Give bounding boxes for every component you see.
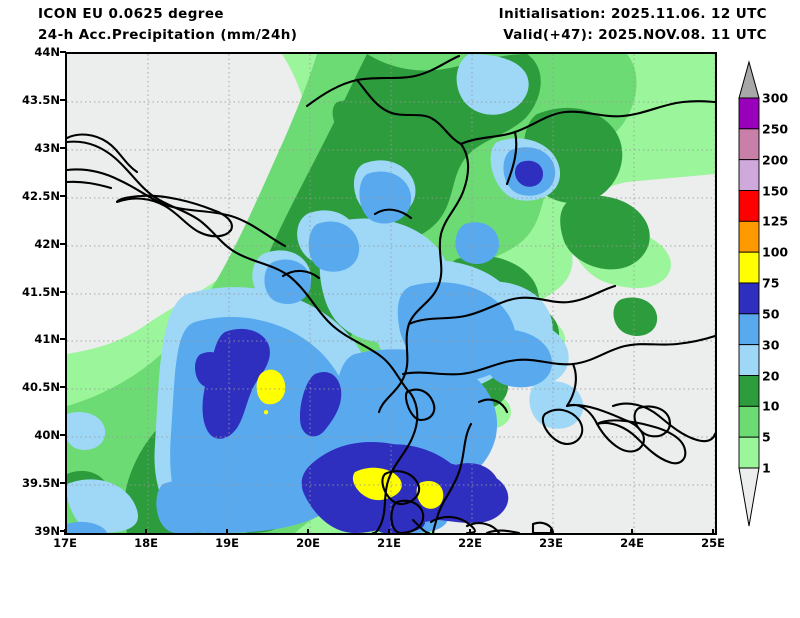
longitude-tick-label: 22E bbox=[458, 536, 482, 550]
map-coastlines bbox=[67, 54, 715, 533]
precip-band-20-sw bbox=[67, 479, 138, 533]
latitude-tick-label: 40.5N bbox=[22, 380, 60, 395]
field-title: 24-h Acc.Precipitation (mm/24h) bbox=[38, 27, 298, 43]
latitude-tick-mark bbox=[60, 386, 66, 389]
colorbar-tick-label: 300 bbox=[762, 90, 789, 106]
latitude-tick-mark bbox=[60, 242, 66, 245]
precip-band-30-patch-ne bbox=[455, 222, 499, 264]
precip-band-20-bulg bbox=[67, 412, 106, 450]
precipitation-map bbox=[67, 54, 715, 533]
colorbar-band bbox=[738, 405, 760, 438]
precip-band-30-se2 bbox=[67, 521, 107, 533]
longitude-tick-mark bbox=[469, 529, 471, 535]
latitude-tick-mark bbox=[60, 434, 66, 437]
latitude-tick-mark bbox=[60, 146, 66, 149]
precip-band-30-e bbox=[479, 329, 552, 388]
colorbar-band bbox=[738, 97, 760, 130]
colorbar-band bbox=[738, 344, 760, 376]
colorbar-band bbox=[738, 251, 760, 284]
precip-band-50-north-tail bbox=[195, 351, 224, 388]
longitude-tick-label: 21E bbox=[377, 536, 401, 550]
colorbar-tick-label: 10 bbox=[762, 398, 780, 414]
latitude-tick-mark bbox=[60, 290, 66, 293]
precip-band-75-max-north bbox=[256, 369, 286, 405]
colorbar-tick-label: 75 bbox=[762, 275, 780, 291]
latitude-tick-mark bbox=[60, 194, 66, 197]
latitude-tick-mark bbox=[60, 338, 66, 341]
longitude-tick-label: 24E bbox=[620, 536, 644, 550]
colorbar-tick-label: 125 bbox=[762, 213, 789, 229]
colorbar-tick-label: 20 bbox=[762, 368, 780, 383]
latitude-tick-mark bbox=[60, 98, 66, 101]
colorbar-band bbox=[738, 128, 760, 161]
latitude-tick-label: 41.5N bbox=[22, 284, 60, 299]
longitude-tick-mark bbox=[631, 529, 633, 535]
precip-band-75-dot-north bbox=[263, 410, 269, 415]
colorbar-band bbox=[738, 282, 760, 315]
precip-band-75-max-south2 bbox=[416, 480, 444, 509]
latitude-tick-label: 43.5N bbox=[22, 92, 60, 107]
latitude-tick-label: 39N bbox=[34, 524, 60, 538]
colorbar-tick-label: 200 bbox=[762, 152, 789, 168]
latitude-tick-label: 41N bbox=[34, 332, 60, 347]
colorbar-tick-label: 30 bbox=[762, 337, 780, 353]
colorbar-band bbox=[738, 436, 760, 469]
latitude-tick-label: 42N bbox=[34, 236, 60, 251]
colorbar-band bbox=[738, 220, 760, 253]
longitude-tick-mark bbox=[64, 529, 66, 535]
precip-band-20-north bbox=[456, 54, 529, 115]
precip-band-10-east-b bbox=[560, 195, 650, 270]
precip-band-10-patch-ne bbox=[332, 99, 382, 141]
longitude-tick-label: 18E bbox=[134, 536, 158, 550]
precip-band-30-n2 bbox=[308, 221, 360, 272]
longitude-tick-label: 25E bbox=[701, 536, 725, 550]
latitude-tick-label: 44N bbox=[34, 45, 60, 59]
initialisation-label: Initialisation: 2025.11.06. 12 UTC bbox=[498, 6, 767, 22]
longitude-tick-label: 17E bbox=[53, 536, 77, 550]
longitude-tick-mark bbox=[307, 529, 309, 535]
map-gridlines bbox=[67, 54, 715, 533]
latitude-tick-label: 43N bbox=[34, 140, 60, 155]
colorbar-swatches bbox=[738, 60, 760, 527]
precipitation-colorbar: 1 5 10 20 30 50 75 100 125 150 200 250 300 bbox=[736, 60, 798, 530]
precip-band-10-patch-e2 bbox=[613, 297, 658, 336]
longitude-tick-mark bbox=[145, 529, 147, 535]
longitude-tick-label: 20E bbox=[296, 536, 320, 550]
colorbar-band bbox=[738, 313, 760, 346]
colorbar-band bbox=[738, 375, 760, 407]
colorbar-tick-label: 1 bbox=[762, 460, 771, 476]
colorbar-tick-label: 50 bbox=[762, 306, 780, 322]
valid-time-label: Valid(+47): 2025.NOV.08. 11 UTC bbox=[503, 27, 767, 43]
longitude-tick-mark bbox=[712, 529, 714, 535]
colorbar-under-arrow bbox=[738, 467, 760, 527]
model-title: ICON EU 0.0625 degree bbox=[38, 6, 224, 22]
longitude-tick-label: 19E bbox=[215, 536, 239, 550]
precip-band-50-lobe-e bbox=[446, 463, 500, 510]
colorbar-tick-label: 250 bbox=[762, 121, 789, 137]
latitude-tick-label: 40N bbox=[34, 428, 60, 443]
precip-band-30-sw bbox=[156, 479, 238, 533]
colorbar-tick-label: 5 bbox=[762, 429, 771, 445]
latitude-tick-mark bbox=[60, 530, 66, 532]
latitude-tick-label: 42.5N bbox=[22, 188, 60, 203]
longitude-tick-mark bbox=[388, 529, 390, 535]
map-plot-area bbox=[65, 52, 717, 535]
latitude-tick-mark bbox=[60, 51, 66, 53]
colorbar-tick-label: 150 bbox=[762, 183, 789, 198]
colorbar-over-arrow bbox=[738, 60, 760, 99]
longitude-tick-mark bbox=[226, 529, 228, 535]
precip-band-50-tail-s bbox=[373, 499, 426, 533]
latitude-tick-mark bbox=[60, 482, 66, 485]
colorbar-tick-label: 100 bbox=[762, 244, 789, 260]
longitude-tick-mark bbox=[550, 529, 552, 535]
colorbar-band bbox=[738, 159, 760, 191]
longitude-tick-label: 23E bbox=[539, 536, 563, 550]
latitude-tick-label: 39.5N bbox=[22, 476, 60, 491]
precip-band-50-greece-e-spot bbox=[515, 160, 543, 187]
colorbar-band bbox=[738, 190, 760, 222]
